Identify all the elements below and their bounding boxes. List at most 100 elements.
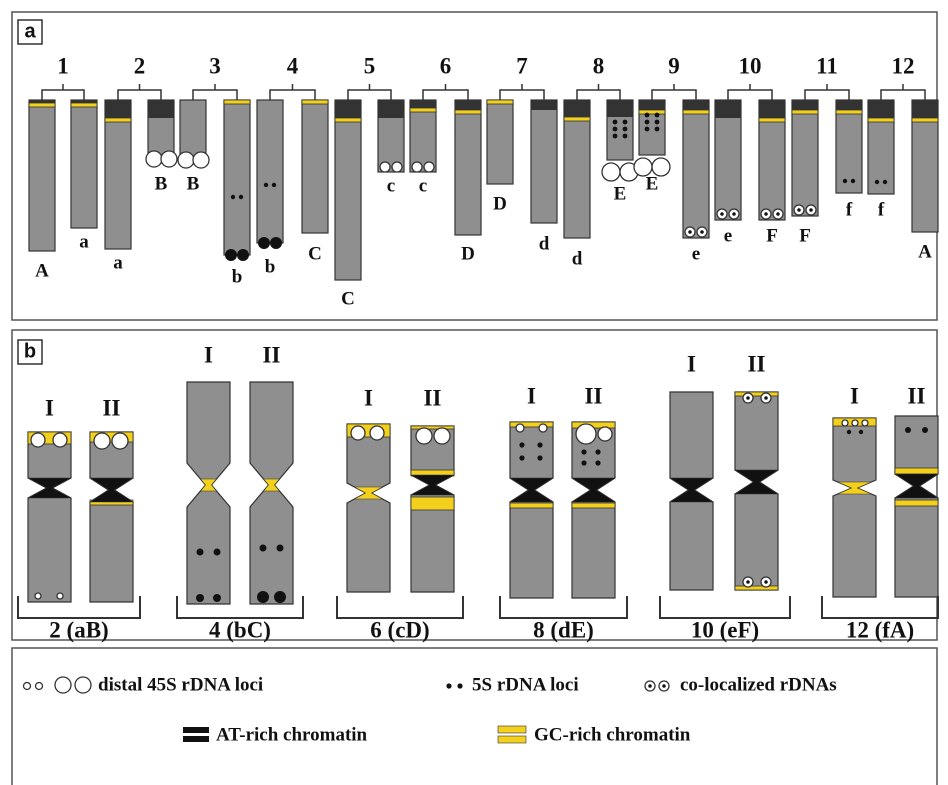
legend-at-icon (183, 736, 209, 742)
gc-band (334, 117, 362, 123)
at-band (105, 100, 131, 118)
chromosome (894, 415, 939, 598)
rdna-5s (776, 212, 780, 216)
chromosome (682, 99, 710, 239)
pair-number: 9 (668, 53, 680, 78)
rdna-5s (537, 442, 543, 448)
gc-band (682, 109, 710, 115)
rdna-5s (581, 449, 587, 455)
rdna-45s (111, 432, 129, 450)
pair-bracket (880, 84, 926, 100)
rdna-5s (258, 237, 270, 249)
group-caption: 8 (dE) (533, 617, 594, 642)
at-band (531, 100, 557, 110)
legend-frame (11, 647, 938, 785)
homolog-label: II (585, 383, 603, 408)
rdna-5s (764, 212, 768, 216)
chromosome-label: b (232, 266, 243, 287)
gc-band (563, 116, 591, 122)
rdna-5s (764, 580, 768, 584)
homolog-label: II (908, 383, 926, 408)
rdna-45s (415, 427, 433, 445)
rdna-5s (882, 179, 888, 185)
chromosome-label: a (79, 231, 89, 252)
rdna-5s (622, 133, 628, 139)
rdna-5s (270, 237, 282, 249)
pair-bracket (422, 84, 469, 100)
gc-band (70, 102, 98, 108)
gc-band (571, 502, 616, 509)
legend-label: 5S rDNA loci (472, 674, 579, 695)
at-centromere (508, 477, 555, 503)
rdna-5s (595, 449, 601, 455)
homolog-label: I (204, 342, 213, 367)
legend-label: AT-rich chromatin (216, 724, 368, 745)
homolog-label: I (364, 385, 373, 410)
group-bracket (176, 596, 304, 619)
gc-band (894, 467, 939, 475)
pair-number: 12 (892, 53, 915, 78)
gc-centromere (354, 486, 383, 500)
rdna-5s (654, 126, 660, 132)
rdna-5s (858, 429, 864, 435)
rdna-45s (145, 150, 163, 168)
at-band (29, 100, 55, 103)
rdna-5s (905, 427, 911, 433)
chromosome-label: F (766, 225, 778, 246)
chromosome (509, 421, 554, 599)
rdna-5s (238, 194, 244, 200)
at-band (564, 100, 590, 117)
gc-band (835, 109, 863, 115)
pair-bracket (41, 84, 85, 100)
chromosome (486, 99, 514, 185)
legend-gc-icon (497, 735, 527, 744)
gc-band (454, 109, 482, 115)
rdna-5s (213, 594, 221, 602)
pair-bracket (269, 84, 316, 100)
chromosome (334, 99, 362, 281)
panel-b-label: b (24, 340, 36, 362)
chromosome-label: D (493, 193, 507, 214)
rdna-5s (263, 182, 269, 188)
homolog-label: I (527, 383, 536, 408)
homolog-label: I (45, 395, 54, 420)
chromosome-label: B (187, 173, 200, 194)
chromosome (186, 381, 231, 605)
at-band (792, 100, 818, 110)
gc-band (911, 117, 939, 123)
at-band (683, 100, 709, 110)
at-band (71, 100, 97, 103)
group-caption: 10 (eF) (691, 617, 759, 642)
chromosome (791, 99, 819, 217)
chromosome (346, 423, 391, 593)
chromosome (832, 417, 877, 598)
gc-band (486, 99, 514, 105)
group-bracket (821, 596, 939, 619)
chromosome-label: F (799, 225, 811, 246)
rdna-5s (622, 126, 628, 132)
rdna-5s (612, 133, 618, 139)
pair-bracket (347, 84, 392, 100)
group-bracket (336, 596, 464, 619)
rdna-5s (257, 591, 269, 603)
gc-band (791, 109, 819, 115)
rdna-45s (52, 432, 68, 448)
rdna-5s (732, 212, 736, 216)
at-band (759, 100, 785, 118)
group-caption: 4 (bC) (209, 617, 271, 642)
homolog-label: II (424, 385, 442, 410)
rdna-45s (93, 432, 111, 450)
pair-bracket (499, 84, 545, 100)
rdna-45s (538, 423, 548, 433)
rdna-45s (56, 592, 64, 600)
gc-band (223, 99, 251, 105)
gc-centromere (262, 478, 281, 492)
rdna-5s (850, 178, 856, 184)
group-bracket (499, 596, 628, 619)
rdna-5s (274, 591, 286, 603)
rdna-5s (519, 455, 525, 461)
rdna-45s (177, 151, 195, 169)
group-caption: 12 (fA) (846, 617, 914, 642)
rdna-5s (196, 548, 204, 556)
rdna-45s (861, 419, 869, 427)
